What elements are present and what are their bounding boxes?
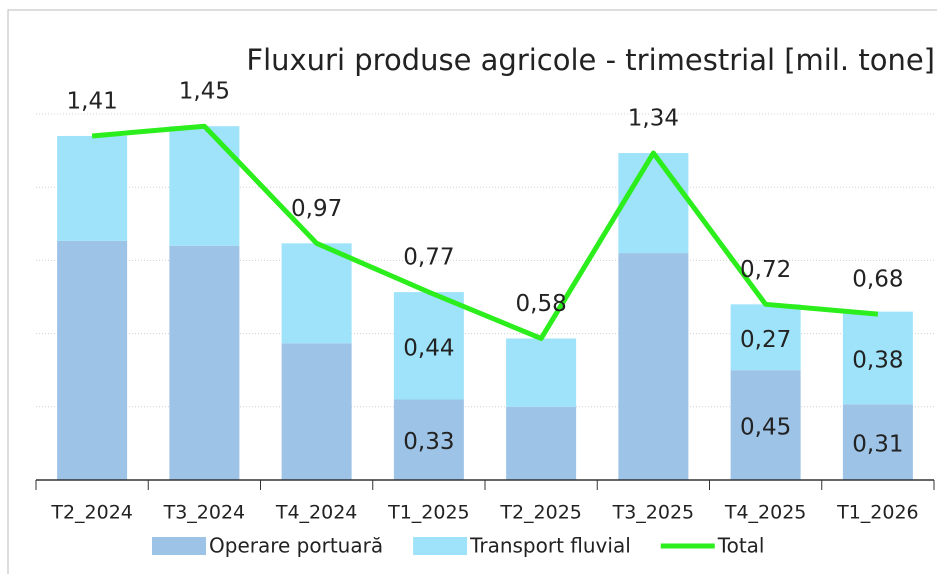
bar-segment (57, 240, 128, 480)
line (91, 123, 879, 341)
bar-segment (842, 311, 913, 405)
bar-segment (57, 135, 128, 241)
bar-segment (169, 245, 240, 480)
data-label: 1,34 (628, 106, 679, 132)
legend-swatch (152, 537, 206, 555)
bar-segment (618, 253, 689, 480)
bar-segment (506, 406, 577, 480)
x-tick-label: T1_2026 (836, 502, 919, 524)
data-label: 0,77 (403, 245, 454, 271)
x-tick-label: T2_2024 (50, 502, 133, 524)
data-label: 0,38 (852, 348, 903, 374)
x-tick-label: T4_2024 (275, 502, 358, 524)
bar-segment (281, 343, 352, 480)
data-label: 0,33 (403, 429, 454, 455)
legend-label: Transport fluvial (469, 534, 631, 558)
bar-segment (618, 153, 689, 254)
x-tick-label: T4_2025 (724, 502, 807, 524)
data-label: 0,58 (516, 291, 567, 317)
data-label: 0,68 (852, 267, 903, 293)
legend-label: Operare portuară (209, 534, 383, 558)
data-label: 1,45 (179, 79, 230, 105)
legend-label: Total (717, 534, 765, 558)
data-label: 0,72 (740, 257, 791, 283)
bar-segment (730, 304, 801, 371)
data-label: 0,27 (740, 327, 791, 353)
bar-segment (506, 338, 577, 407)
bar-segment (730, 370, 801, 480)
data-label: 0,97 (291, 196, 342, 222)
data-label: 1,41 (67, 88, 118, 114)
x-tick-label: T3_2024 (163, 502, 246, 524)
bar-segment (281, 243, 352, 344)
chart-title: Fluxuri produse agricole - trimestrial [… (246, 43, 935, 77)
x-tick-label: T3_2025 (612, 502, 695, 524)
data-label: 0,31 (852, 432, 903, 458)
data-label: 0,45 (740, 415, 791, 441)
x-tick-label: T1_2025 (387, 502, 470, 524)
bar-segment (842, 404, 913, 480)
bar-segment (169, 126, 240, 246)
legend-swatch (413, 537, 468, 555)
bar-segment (393, 399, 464, 480)
data-label: 0,44 (403, 335, 454, 361)
x-tick-label: T2_2025 (499, 502, 582, 524)
bar-segment (393, 292, 464, 400)
chart-frame (7, 9, 937, 574)
